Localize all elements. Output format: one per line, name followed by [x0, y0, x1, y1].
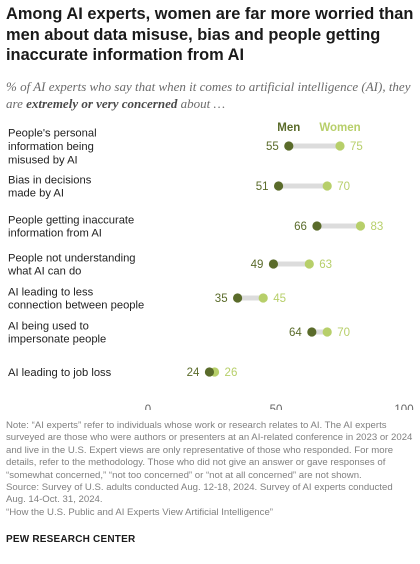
chart-title: Among AI experts, women are far more wor… [6, 5, 414, 64]
women-value-label: 75 [350, 141, 363, 153]
x-tick-label: 100 [394, 404, 413, 410]
men-dot [284, 141, 294, 151]
men-dot [233, 293, 243, 303]
men-dot [307, 327, 317, 337]
women-value-label: 70 [337, 327, 350, 339]
women-dot [322, 327, 332, 337]
women-value-label: 70 [337, 181, 350, 193]
x-tick-label: 0 [145, 404, 151, 410]
men-value-label: 24 [187, 367, 200, 379]
men-value-label: 66 [294, 221, 307, 233]
men-dot [312, 221, 322, 231]
women-dot [355, 221, 366, 231]
category-label: AI leading to job loss [8, 367, 112, 379]
women-value-label: 63 [319, 259, 332, 271]
women-dot [322, 181, 332, 191]
subtitle-text-end: about … [177, 96, 226, 111]
women-value-label: 26 [225, 367, 238, 379]
women-dot [335, 141, 345, 151]
men-dot [204, 367, 215, 377]
brand-logo-text: PEW RESEARCH CENTER [6, 534, 136, 545]
category-label: People getting inaccurate information fro… [8, 214, 134, 239]
men-value-label: 35 [215, 293, 228, 305]
chart-subtitle: % of AI experts who say that when it com… [6, 78, 414, 112]
men-value-label: 51 [256, 181, 269, 193]
men-value-label: 64 [289, 327, 302, 339]
category-label: Bias in decisions made by AI [8, 174, 92, 199]
legend-men: Men [277, 122, 300, 134]
category-label: People's personal information being misuse… [8, 128, 97, 167]
dot-plot-chart: Men Women People's personal information bei… [7, 122, 414, 410]
women-value-label: 45 [273, 293, 286, 305]
note-text: Note: “AI experts” refer to individuals … [6, 420, 413, 481]
legend-women: Women [319, 122, 360, 134]
men-dot [273, 181, 284, 191]
men-value-label: 49 [251, 259, 264, 271]
subtitle-text: % of AI experts who say that when it com… [6, 79, 411, 111]
women-dot [258, 293, 268, 303]
x-tick-label: 50 [270, 404, 283, 410]
report-title-text: “How the U.S. Public and AI Experts View… [6, 506, 273, 518]
chart-notes: Note: “AI experts” refer to individuals … [6, 420, 414, 519]
men-dot [268, 259, 279, 269]
women-value-label: 83 [370, 221, 383, 233]
category-label: People not understanding what AI can do [7, 252, 136, 277]
source-text: Source: Survey of U.S. adults conducted … [6, 482, 393, 506]
category-label: AI being used to impersonate people [8, 320, 106, 345]
subtitle-emphasis: extremely or very concerned [26, 96, 178, 111]
women-dot [304, 259, 314, 269]
category-label: AI leading to less connection between peo… [8, 286, 144, 311]
men-value-label: 55 [266, 141, 279, 153]
